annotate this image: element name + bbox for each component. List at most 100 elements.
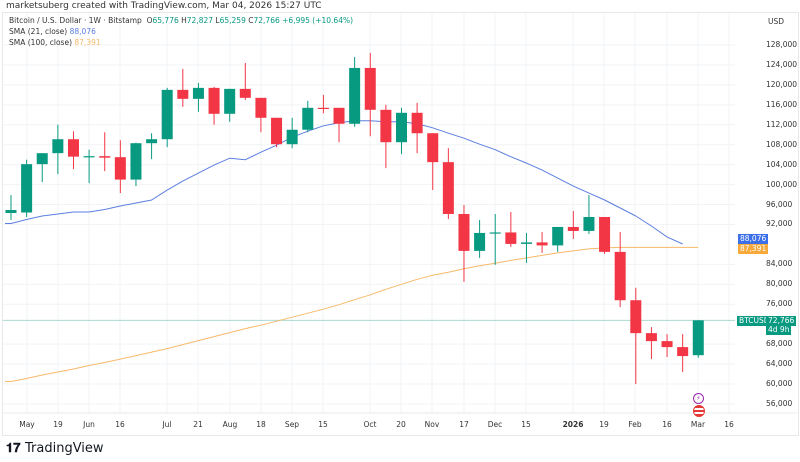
candle-down [271, 117, 283, 145]
sma21-legend[interactable]: SMA (21, close) 88,076 [9, 27, 96, 36]
candle-up [286, 129, 298, 145]
time-tick-label: Aug [222, 420, 238, 429]
time-tick-label: Sep [284, 420, 300, 429]
price-tick-label: 60,000 [766, 378, 793, 388]
symbol-tag: BTCUSD [737, 316, 772, 326]
open-value: 65,776 [152, 16, 179, 25]
open-label: O [146, 16, 153, 25]
event-icon[interactable]: ⚡ [693, 393, 704, 404]
candle-down [67, 139, 79, 157]
countdown-tag: 4d 9h [766, 325, 792, 335]
time-tick-label: 2026 [562, 420, 584, 429]
sma100-label: SMA (100, close) [9, 38, 72, 47]
time-tick-label: Feb [628, 420, 642, 429]
candle-down [599, 216, 611, 252]
price-tick-label: 80,000 [766, 279, 793, 289]
candle-down [645, 333, 657, 342]
candle-up [52, 139, 64, 154]
candle-down [614, 251, 626, 301]
price-tick-label: 104,000 [766, 159, 798, 169]
tradingview-logo-text: TradingView [25, 441, 104, 456]
price-tick-label: 68,000 [766, 339, 793, 349]
price-tick-label: 128,000 [766, 40, 798, 49]
candle-up [552, 226, 564, 246]
candle-down [630, 300, 642, 334]
symbol-title[interactable]: Bitcoin / U.S. Dollar · 1W · Bitstamp [9, 16, 142, 25]
candle-up [583, 216, 595, 231]
price-tick-label: 84,000 [766, 259, 793, 269]
time-tick-label: 16 [724, 420, 734, 429]
candle-down [536, 242, 548, 246]
price-tick-label: 76,000 [766, 299, 793, 309]
candle-down [333, 107, 345, 124]
candle-down [99, 156, 111, 158]
sma100-price-tag: 87,391 [738, 244, 769, 254]
candle-up [21, 164, 33, 213]
price-tick-label: 92,000 [766, 219, 793, 229]
time-tick-label: Nov [424, 420, 440, 429]
time-tick-label: 18 [256, 420, 266, 429]
candle-up [130, 143, 142, 180]
price-tick-label: 120,000 [766, 79, 798, 89]
time-tick-label: 21 [193, 420, 203, 429]
low-value: 65,259 [219, 16, 246, 25]
change-value: +6,995 (+10.64%) [282, 16, 354, 25]
sma21-line [5, 120, 683, 245]
price-tick-label: 64,000 [766, 359, 793, 369]
tradingview-logo[interactable]: 𝟏𝟕 TradingView [6, 441, 104, 456]
candle-down [677, 347, 689, 357]
candle-up [224, 88, 236, 114]
time-tick-label: 19 [53, 420, 63, 429]
candle-down [411, 112, 423, 134]
candle-down [661, 341, 673, 348]
candle-up [302, 107, 314, 130]
candle-up [36, 153, 48, 165]
sma21-price-tag: 88,076 [738, 234, 769, 244]
price-tick-label: 56,000 [766, 398, 793, 408]
currency-label[interactable]: USD [768, 17, 785, 26]
sma100-value: 87,391 [74, 38, 101, 47]
time-tick-label: Mar [690, 420, 706, 429]
chart-frame [2, 12, 799, 436]
candle-up [396, 112, 407, 143]
candle-up [520, 242, 532, 244]
price-tick-label: 112,000 [766, 119, 798, 129]
candle-up [489, 232, 501, 234]
time-tick-label: Dec [487, 420, 503, 429]
candle-up [146, 139, 158, 144]
candle-up [161, 89, 173, 140]
close-label: C [248, 16, 254, 25]
us-flag-economic-event-icon[interactable] [693, 405, 705, 417]
sma21-value: 88,076 [69, 27, 96, 36]
time-tick-label: 19 [599, 420, 609, 429]
price-tick-label: 108,000 [766, 139, 798, 149]
candle-down [364, 67, 376, 110]
high-value: 72,827 [186, 16, 214, 25]
candle-down [427, 133, 439, 163]
price-tick-label: 100,000 [766, 179, 798, 189]
time-tick-label: 15 [318, 420, 328, 429]
candle-up [83, 156, 95, 158]
time-tick-label: Jun [83, 420, 95, 429]
candle-down [380, 109, 392, 143]
price-tick-label: 116,000 [766, 99, 798, 109]
price-tick-label: 96,000 [766, 199, 793, 209]
time-tick-label: 20 [396, 420, 406, 429]
chart-credit: marketsuberg created with TradingView.co… [6, 1, 322, 11]
low-label: L [215, 16, 220, 25]
candle-up [192, 87, 204, 99]
high-label: H [181, 16, 187, 25]
candle-up [349, 67, 361, 124]
time-tick-label: Jul [162, 420, 172, 429]
time-tick-label: 17 [459, 420, 469, 429]
time-tick-label: 16 [115, 420, 125, 429]
time-tick-label: Oct [363, 420, 377, 429]
candle-down [442, 162, 454, 214]
sma100-line [5, 246, 699, 382]
tradingview-logo-icon: 𝟏𝟕 [6, 441, 21, 456]
candle-down [567, 226, 579, 231]
candle-up [5, 210, 17, 213]
sma100-legend[interactable]: SMA (100, close) 87,391 [9, 38, 101, 47]
candle-down [255, 97, 267, 118]
